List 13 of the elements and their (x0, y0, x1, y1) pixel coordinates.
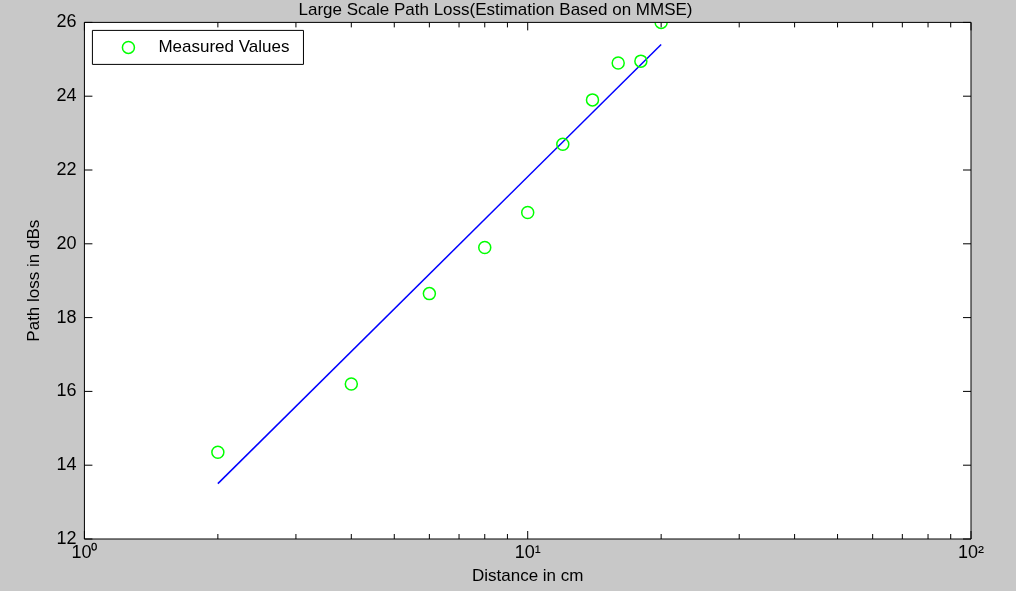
y-axis-title: Path loss in dBs (23, 219, 43, 342)
y-tick-label: 16 (56, 380, 77, 401)
y-tick-label: 26 (56, 11, 77, 32)
y-tick-label: 22 (56, 158, 77, 179)
y-tick-label: 20 (56, 232, 77, 253)
y-tick-label: 14 (56, 454, 77, 475)
x-tick-label: 10² (957, 541, 985, 562)
chart-title: Large Scale Path Loss(Estimation Based on MMSE) (298, 0, 693, 19)
legend-label: Measured Values (158, 37, 290, 57)
y-tick-label: 24 (56, 85, 77, 106)
x-tick-label: 10¹ (514, 541, 541, 562)
x-axis-title: Distance in cm (471, 566, 584, 586)
y-tick-label: 18 (56, 306, 77, 327)
